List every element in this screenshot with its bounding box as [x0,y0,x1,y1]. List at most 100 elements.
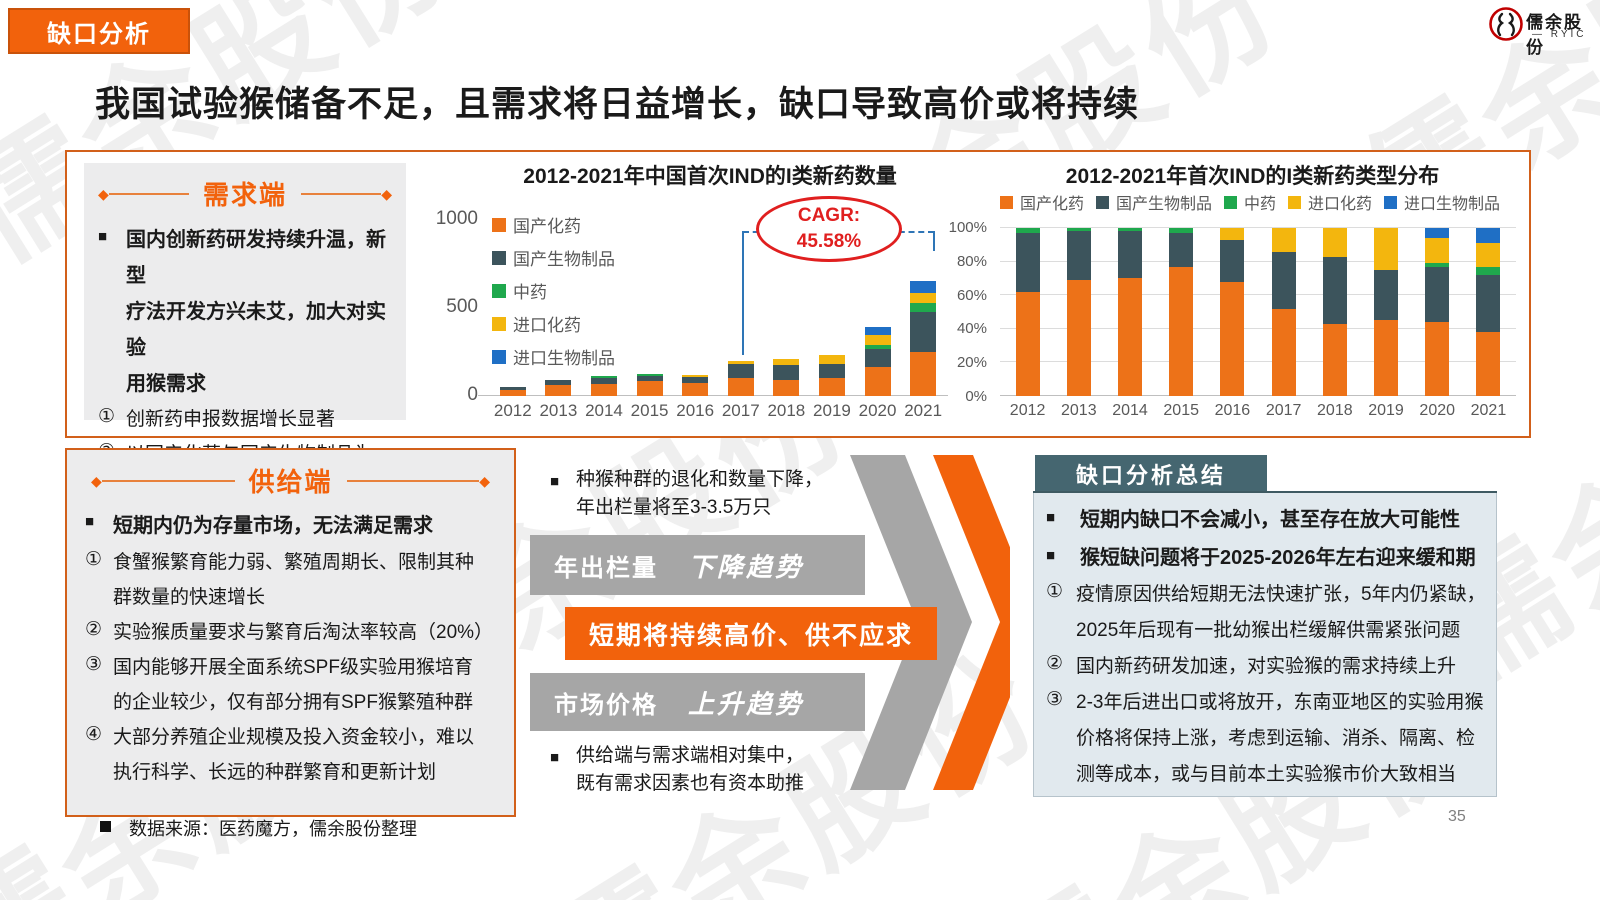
demand-header: ◆ 需求端 ◆ [84,163,406,216]
bar-segment [864,327,891,336]
stacked-bar-2013 [1066,228,1091,396]
x-tick-label: 2021 [904,401,943,420]
bar-segment [773,359,800,365]
company-logo-icon [1489,7,1523,41]
demand-main-bullet: ■ 国内创新药研发持续升温，新型 疗法开发方兴未艾，加大对实验 用猴需求 [98,222,394,402]
output-band-trend: 下降趋势 [688,551,805,582]
bar-slot-2012 [490,218,536,396]
bar-segment [1374,320,1399,396]
demand-panel: ◆ 需求端 ◆ ■ 国内创新药研发持续升温，新型 疗法开发方兴未艾，加大对实验 … [84,163,406,535]
chart1-x-axis: 2012 2013 2014 2015 2016 2017 2018 2019 2020 2021 [490,401,946,421]
y-tick-label: 100% [948,219,987,236]
bar-segment [818,364,845,378]
item-number: ① [85,549,103,570]
bar-segment [682,374,709,377]
bar-segment [1476,266,1501,276]
y-tick-label: 0 [467,384,478,405]
diamond-icon: ◆ [98,185,109,202]
legend-label: 中药 [513,283,547,302]
supply-item-text: 大部分养殖企业规模及投入资金较小，难以 执行科学、长远的种群繁育和更新计划 [113,727,475,783]
bar-segment [910,292,937,303]
bar-segment [1374,228,1399,271]
bar-segment [864,335,891,346]
bar-segment [818,377,845,396]
legend-chip [1095,195,1109,209]
square-bullet-icon: ■ [85,513,95,530]
bar-segment [1322,256,1347,324]
bar-slot-2014 [581,218,627,396]
y-tick-label: 0% [965,387,987,405]
item-number: ② [85,619,103,640]
square-bullet-icon: ■ [550,749,560,766]
bar-segment [682,376,709,383]
gray-chevron [850,455,972,790]
legend-item: 国产化药 [999,190,1084,214]
supply-item: ② 实验猴质量要求与繁育后淘汰率较高（20%） [85,615,504,650]
stacked-bar-2016 [682,374,709,396]
stacked-bar-2020 [1425,228,1450,396]
bar-slot-2015 [1156,228,1207,396]
demand-item: ① 创新药申报数据增长显著 [98,402,394,437]
bar-slot-2018 [764,218,810,396]
bar-segment [773,379,800,396]
stacked-bar-2020 [864,327,891,396]
bar-segment [864,366,891,396]
bar-segment [1066,280,1091,396]
x-tick-label: 2020 [858,401,897,420]
chart1-title: 2012-2021年中国首次IND的I类新药数量 [523,165,897,188]
bar-slot-2018 [1309,228,1360,396]
legend-item: 中药 [1223,190,1276,214]
middle-top-text: 种猴种群的退化和数量下降， 年出栏量将至3-3.5万只 [576,469,824,518]
bar-segment [1015,233,1040,292]
page-number: 35 [1448,808,1466,825]
demand-header-title: 需求端 [203,180,288,210]
bar-segment [727,378,754,396]
cagr-bracket-right-line [933,231,935,251]
bar-segment [1271,228,1296,252]
cagr-label: CAGR: [797,205,861,226]
company-logo-name: 儒余股份 [1526,13,1583,57]
bar-segment [1425,228,1450,239]
legend-label: 进口化药 [513,316,581,335]
summary-header-rule [1033,491,1497,493]
x-tick-label: 2017 [721,401,760,420]
price-band: 市场价格 上升趋势 [530,673,865,731]
summary-bold-text: 短期内缺口不会减小，甚至存在放大可能性 [1080,509,1460,531]
stacked-bar-2017 [1271,228,1296,396]
bar-segment [1476,243,1501,267]
supply-header: ◆ 供给端 ◆ [67,450,514,501]
x-tick-label: 2019 [1368,402,1404,419]
stacked-bar-2019 [818,355,845,396]
supply-item: ③ 国内能够开展全面系统SPF级实验用猴培育 的企业较少，仅有部分拥有SPF猴繁… [85,650,504,720]
legend-label: 进口化药 [1308,196,1373,213]
bar-segment [773,364,800,380]
legend-item: 国产化药 [492,212,615,237]
bar-segment [1476,275,1501,333]
square-bullet-icon: ■ [1046,509,1056,526]
bar-segment [1169,233,1194,267]
bar-slot-2016 [1207,228,1258,396]
summary-item: ③ 2-3年后进出口或将放开，东南亚地区的实验用猴 价格将保持上涨，考虑到运输、… [1046,685,1486,793]
legend-chip [999,195,1013,209]
bar-slot-2021 [900,218,946,396]
bar-slot-2013 [536,218,582,396]
legend-chip [492,283,506,298]
supply-main-bullet: ■ 短期内仍为存量市场，无法满足需求 [85,507,504,545]
bar-segment [1015,291,1040,396]
stacked-bar-2018 [773,359,800,396]
bar-segment [590,378,617,384]
demand-item-text: 创新药申报数据增长显著 [126,409,336,430]
price-band-label: 市场价格 [554,691,658,719]
bar-segment [818,355,845,365]
legend-chip [1288,195,1301,209]
stacked-bar-2021 [1476,228,1501,396]
bar-segment [1220,228,1245,240]
bar-segment [1425,238,1450,264]
square-bullet-icon: ■ [1046,547,1056,564]
output-band-label: 年出栏量 [554,554,658,582]
legend-label: 进口生物制品 [1404,196,1501,213]
y-tick-label: 500 [446,296,478,317]
legend-item: 国产生物制品 [492,245,615,270]
bar-segment [1118,278,1142,396]
chevron-arrows-graphic [850,455,1010,790]
